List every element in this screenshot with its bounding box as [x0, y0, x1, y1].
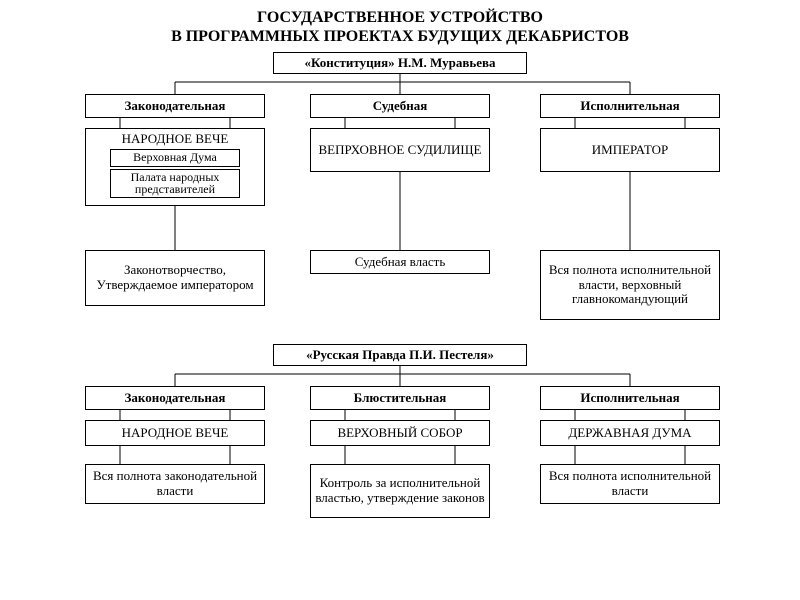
s2-col2-func: Контроль за исполнительной властью, утве… — [310, 464, 490, 518]
s1-col1-func: Законотворчество, Утверждаемое император… — [85, 250, 265, 306]
s1-col3-body: ИМПЕРАТОР — [540, 128, 720, 172]
s1-col1-body-label: НАРОДНОЕ ВЕЧЕ — [122, 132, 229, 147]
title-line1: ГОСУДАРСТВЕННОЕ УСТРОЙСТВО — [0, 8, 800, 27]
s1-col2-branch: Судебная — [310, 94, 490, 118]
s2-col2-branch: Блюстительная — [310, 386, 490, 410]
s2-col2-body: ВЕРХОВНЫЙ СОБОР — [310, 420, 490, 446]
s2-col3-body: ДЕРЖАВНАЯ ДУМА — [540, 420, 720, 446]
s1-col1-branch: Законодательная — [85, 94, 265, 118]
s1-col1-body: НАРОДНОЕ ВЕЧЕ Верховная Дума Палата наро… — [85, 128, 265, 206]
s2-col3-branch: Исполнительная — [540, 386, 720, 410]
s1-col2-body: ВЕПРХОВНОЕ СУДИЛИЩЕ — [310, 128, 490, 172]
title-line2: В ПРОГРАММНЫХ ПРОЕКТАХ БУДУЩИХ ДЕКАБРИСТ… — [0, 27, 800, 46]
s1-col2-func: Судебная власть — [310, 250, 490, 274]
section1-header: «Конституция» Н.М. Муравьева — [273, 52, 527, 74]
s1-col1-sub1: Верховная Дума — [110, 149, 240, 167]
s2-col1-body: НАРОДНОЕ ВЕЧЕ — [85, 420, 265, 446]
s2-col1-func: Вся полнота законодательной власти — [85, 464, 265, 504]
s2-col3-func: Вся полнота исполнительной власти — [540, 464, 720, 504]
s1-col3-func: Вся полнота исполнительной власти, верхо… — [540, 250, 720, 320]
page-title: ГОСУДАРСТВЕННОЕ УСТРОЙСТВО В ПРОГРАММНЫХ… — [0, 0, 800, 46]
s1-col3-branch: Исполнительная — [540, 94, 720, 118]
section2-header: «Русская Правда П.И. Пестеля» — [273, 344, 527, 366]
s1-col1-sub2: Палата народных представителей — [110, 169, 240, 198]
s2-col1-branch: Законодательная — [85, 386, 265, 410]
